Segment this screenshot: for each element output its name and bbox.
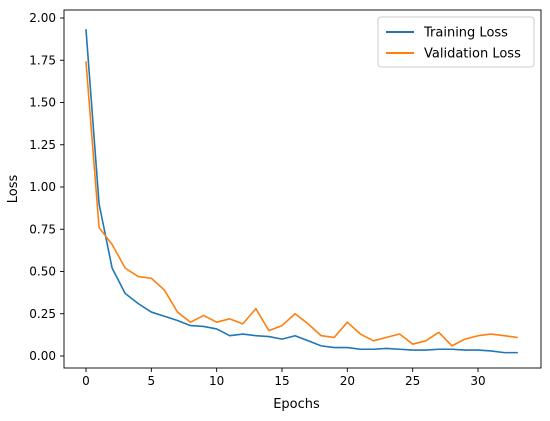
legend-box bbox=[377, 16, 535, 68]
plot-area bbox=[85, 29, 519, 354]
x-tick-label: 0 bbox=[82, 374, 90, 388]
y-axis-label: Loss bbox=[6, 175, 21, 204]
legend-label-training-loss: Training Loss bbox=[423, 26, 508, 41]
x-tick-label: 25 bbox=[405, 374, 420, 388]
x-tick-label: 30 bbox=[470, 374, 485, 388]
x-tick-label: 5 bbox=[148, 374, 156, 388]
y-tick-label: 1.75 bbox=[29, 53, 56, 67]
y-tick-label: 0.00 bbox=[29, 349, 56, 363]
legend-label-validation-loss: Validation Loss bbox=[424, 47, 521, 62]
y-tick-label: 0.75 bbox=[29, 222, 56, 236]
axes: 0 5 10 15 20 25 30 0.00 0.25 0.50 0.75 1.00 1.25 1.50… bbox=[6, 9, 542, 412]
plot-frame bbox=[63, 9, 542, 369]
y-tick-label: 1.50 bbox=[29, 96, 56, 110]
x-tick-label: 20 bbox=[340, 374, 355, 388]
legend: Training Loss Validation Loss bbox=[377, 16, 535, 68]
series-line-validation-loss bbox=[85, 61, 519, 347]
x-tick-label: 10 bbox=[209, 374, 224, 388]
y-tick-label: 0.25 bbox=[29, 307, 56, 321]
y-tick-label: 1.25 bbox=[29, 138, 56, 152]
x-tick-label: 15 bbox=[274, 374, 289, 388]
y-tick-label: 2.00 bbox=[29, 11, 56, 25]
x-axis-label: Epochs bbox=[273, 397, 320, 412]
series-line-training-loss bbox=[85, 29, 519, 354]
y-tick-label: 0.50 bbox=[29, 265, 56, 279]
y-tick-label: 1.00 bbox=[29, 180, 56, 194]
